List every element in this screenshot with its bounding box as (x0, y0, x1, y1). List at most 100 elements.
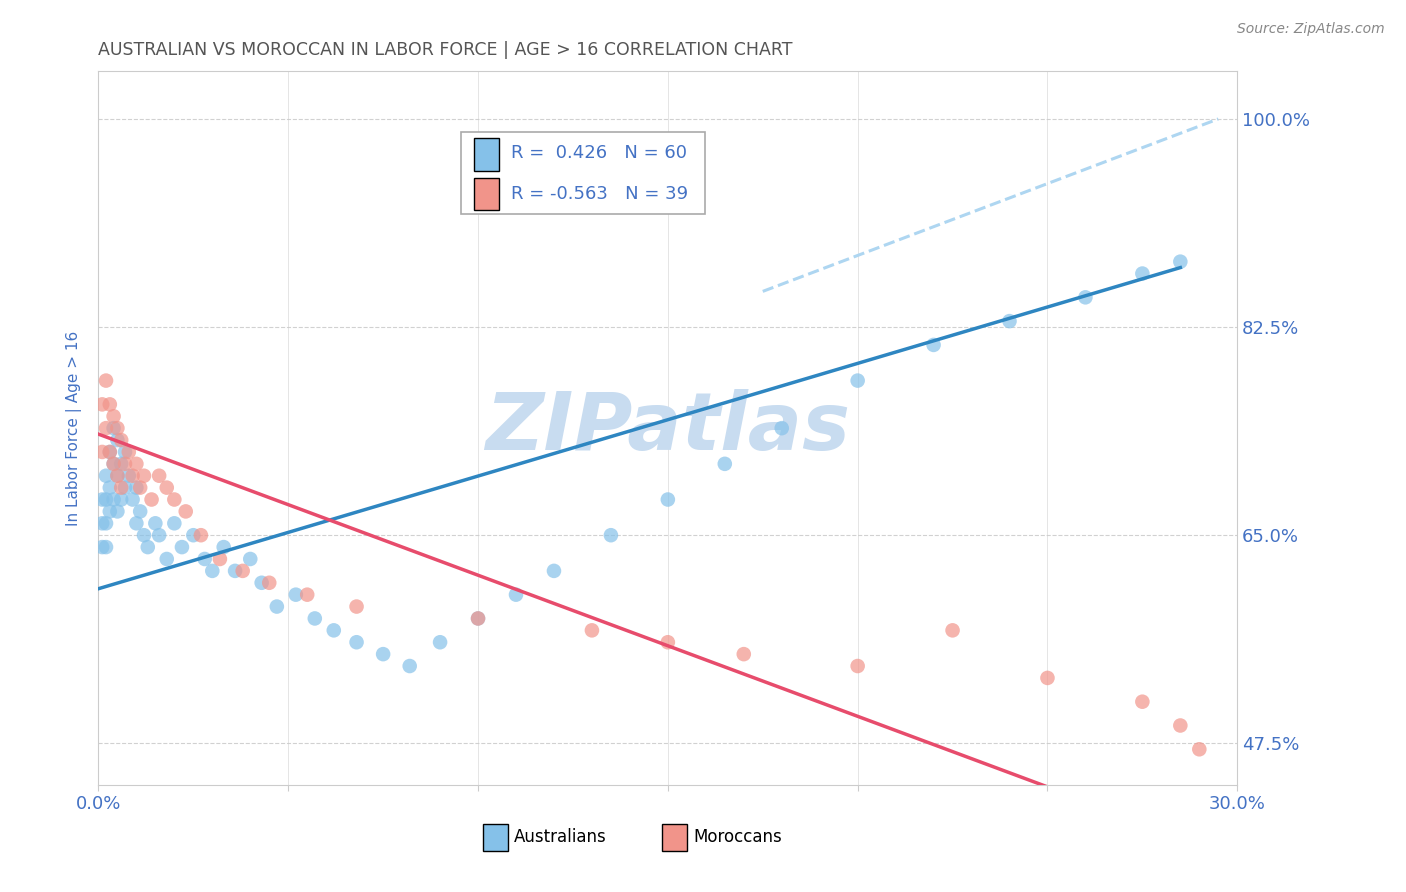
Point (118, 445, 141, 459)
Point (259, 575, 281, 590)
Text: Australians: Australians (515, 828, 607, 846)
Point (714, 457, 737, 471)
Point (194, 552, 217, 566)
Point (770, 421, 793, 435)
Point (145, 516, 167, 531)
Point (232, 564, 254, 578)
Point (467, 611, 489, 625)
Point (121, 468, 143, 483)
Point (1132, 267, 1154, 281)
Point (600, 528, 623, 542)
Point (91, 516, 114, 531)
Point (212, 540, 235, 554)
Point (156, 552, 179, 566)
Point (224, 564, 246, 578)
Point (98, 445, 121, 459)
Point (121, 492, 143, 507)
Point (98, 481, 121, 495)
Point (125, 457, 148, 471)
Point (110, 492, 132, 507)
Point (467, 611, 489, 625)
Point (1036, 671, 1059, 685)
FancyBboxPatch shape (484, 824, 509, 851)
Point (103, 457, 125, 471)
Point (107, 468, 129, 483)
Point (284, 588, 307, 602)
Point (266, 599, 288, 614)
Point (733, 647, 755, 661)
Point (91, 492, 114, 507)
Point (190, 528, 212, 542)
Point (156, 481, 179, 495)
Point (118, 468, 141, 483)
Point (371, 647, 394, 661)
Point (114, 481, 136, 495)
Text: Moroccans: Moroccans (693, 828, 782, 846)
Point (148, 468, 170, 483)
Point (398, 659, 420, 673)
Point (103, 409, 125, 424)
Point (91, 540, 114, 554)
Point (94, 374, 117, 388)
FancyBboxPatch shape (474, 178, 499, 210)
Point (250, 575, 273, 590)
Point (543, 564, 565, 578)
Point (505, 588, 527, 602)
Point (304, 611, 326, 625)
Point (125, 481, 148, 495)
Point (110, 433, 132, 447)
Point (183, 528, 205, 542)
Y-axis label: In Labor Force | Age > 16: In Labor Force | Age > 16 (66, 331, 83, 525)
Point (107, 433, 129, 447)
Point (107, 504, 129, 518)
Point (94, 516, 117, 531)
FancyBboxPatch shape (662, 824, 688, 851)
Point (94, 492, 117, 507)
Point (297, 588, 319, 602)
Point (91, 397, 114, 411)
Text: AUSTRALIAN VS MOROCCAN IN LABOR FORCE | AGE > 16 CORRELATION CHART: AUSTRALIAN VS MOROCCAN IN LABOR FORCE | … (98, 41, 793, 59)
Point (129, 481, 152, 495)
Point (163, 516, 186, 531)
Point (346, 635, 368, 649)
Point (110, 457, 132, 471)
Point (1188, 742, 1211, 756)
Point (429, 635, 451, 649)
Point (846, 374, 869, 388)
Point (98, 445, 121, 459)
Point (94, 468, 117, 483)
Point (174, 504, 197, 518)
Text: ZIPatlas: ZIPatlas (485, 389, 851, 467)
Point (163, 492, 186, 507)
Point (922, 338, 945, 352)
Point (346, 599, 368, 614)
Point (98, 504, 121, 518)
Point (148, 528, 170, 542)
Point (208, 552, 231, 566)
Point (1170, 254, 1192, 268)
Point (103, 492, 125, 507)
Point (239, 552, 262, 566)
Point (657, 492, 679, 507)
Point (125, 516, 148, 531)
Point (107, 421, 129, 435)
Point (103, 421, 125, 435)
FancyBboxPatch shape (474, 138, 499, 170)
Point (942, 624, 965, 638)
Point (1132, 695, 1154, 709)
Point (136, 540, 159, 554)
Point (98, 397, 121, 411)
Point (1074, 290, 1097, 304)
Point (170, 540, 193, 554)
Point (1170, 718, 1192, 732)
Point (322, 624, 344, 638)
Point (132, 468, 155, 483)
Point (103, 457, 125, 471)
Point (110, 481, 132, 495)
Point (581, 624, 603, 638)
Point (657, 635, 679, 649)
Point (129, 504, 152, 518)
Point (201, 564, 224, 578)
Point (91, 445, 114, 459)
Point (114, 445, 136, 459)
